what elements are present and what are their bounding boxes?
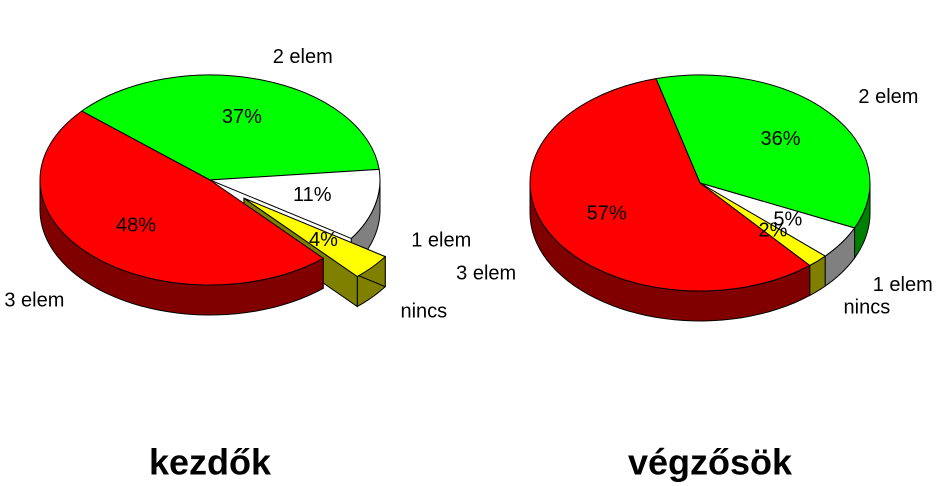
pie-slice — [243, 197, 387, 278]
category-label: nincs — [844, 296, 891, 318]
value-label: 37% — [222, 106, 262, 128]
chart-title: végzősök — [628, 442, 793, 483]
value-label: 4% — [309, 229, 338, 251]
pie-slice — [655, 74, 871, 229]
pie-slice — [529, 78, 811, 292]
category-label: 3 elem — [4, 289, 64, 311]
chart-title: kezdők — [149, 442, 272, 483]
category-label: 1 elem — [411, 229, 471, 251]
category-label: 2 elem — [858, 86, 918, 108]
value-label: 36% — [760, 128, 800, 150]
value-label: 57% — [587, 202, 627, 224]
category-label: 2 elem — [273, 46, 333, 68]
value-label: 5% — [773, 208, 802, 230]
pie-slice — [209, 168, 381, 239]
category-label: nincs — [400, 301, 447, 323]
category-label: 3 elem — [456, 262, 516, 284]
pie-slice — [80, 74, 380, 181]
pie-slice — [39, 110, 325, 286]
category-label: 1 elem — [873, 274, 933, 296]
value-label: 2% — [758, 220, 787, 242]
value-label: 11% — [293, 184, 332, 206]
value-label: 48% — [116, 215, 156, 237]
